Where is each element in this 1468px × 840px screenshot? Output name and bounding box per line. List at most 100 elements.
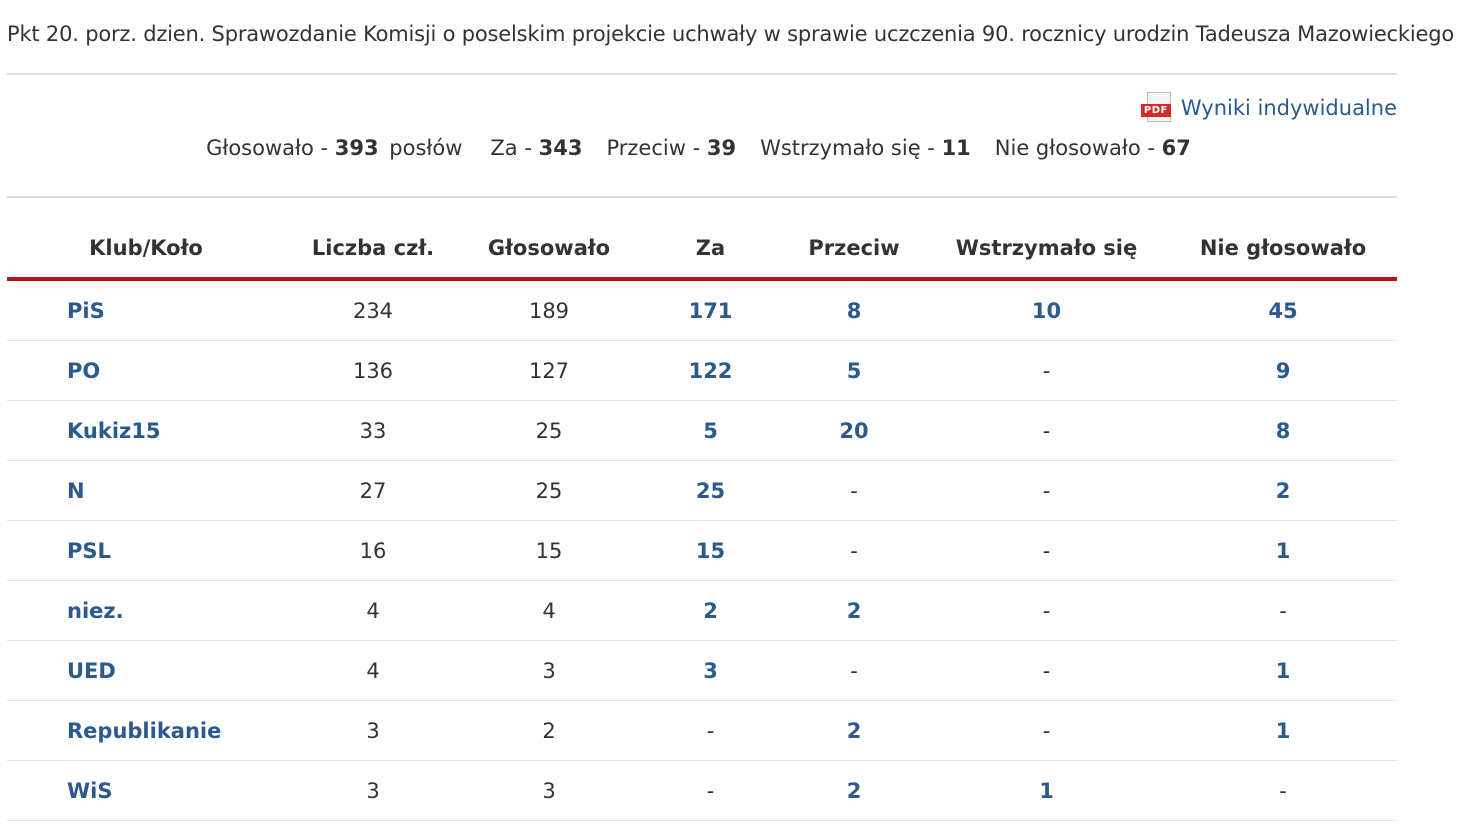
- summary-voted-value: 393: [334, 136, 379, 160]
- club-link[interactable]: PSL: [67, 538, 111, 563]
- divider-top: [7, 73, 1397, 75]
- header-members: Liczba czł.: [285, 218, 461, 281]
- cell-za: 25: [637, 460, 784, 521]
- cell-za: 3: [637, 640, 784, 701]
- empty-value: -: [706, 778, 715, 803]
- cell-przeciw: 2: [784, 700, 924, 761]
- summary-nie-label: Nie głosowało -: [994, 136, 1155, 160]
- summary-przeciw-label: Przeciw -: [606, 136, 701, 160]
- przeciw-count-link[interactable]: 2: [846, 778, 862, 803]
- przeciw-count-link[interactable]: 20: [839, 418, 869, 443]
- club-link[interactable]: PiS: [67, 298, 105, 323]
- table-body: PiS 234 189 171 8 10 45 PO 136 127 122 5-9 Kukiz15 33…: [7, 279, 1397, 821]
- header-wstrzymalo: Wstrzymało się: [924, 218, 1169, 281]
- nie-count-link[interactable]: 1: [1275, 658, 1291, 683]
- individual-results-label: Wyniki indywidualne: [1180, 96, 1397, 120]
- nie-count-link[interactable]: 9: [1275, 358, 1291, 383]
- club-link[interactable]: Kukiz15: [67, 418, 161, 443]
- cell-club: Kukiz15: [7, 400, 285, 461]
- nie-count-link[interactable]: 1: [1275, 718, 1291, 743]
- cell-voted: 25: [461, 400, 637, 461]
- cell-za: 2: [637, 580, 784, 641]
- table-row: UED 4 3 3- -1: [7, 640, 1397, 701]
- individual-results-pdf-link[interactable]: PDF Wyniki indywidualne: [1140, 92, 1397, 124]
- cell-members: 136: [285, 340, 461, 401]
- za-count-link[interactable]: 122: [688, 358, 733, 383]
- za-count-link[interactable]: 171: [688, 298, 733, 323]
- za-count-link[interactable]: 5: [703, 418, 718, 443]
- cell-voted: 3: [461, 760, 637, 821]
- przeciw-count-link[interactable]: 8: [846, 298, 862, 323]
- cell-przeciw: -: [784, 520, 924, 581]
- wstrzymalo-count-link[interactable]: 1: [1039, 778, 1054, 803]
- cell-members: 3: [285, 760, 461, 821]
- summary-voted-suffix: posłów: [389, 136, 463, 160]
- przeciw-count-link[interactable]: 2: [846, 598, 862, 623]
- header-voted: Głosowało: [461, 218, 637, 281]
- club-link[interactable]: Republikanie: [67, 718, 222, 743]
- nie-count-link[interactable]: 45: [1268, 298, 1298, 323]
- cell-club: PSL: [7, 520, 285, 581]
- cell-voted: 25: [461, 460, 637, 521]
- cell-members: 33: [285, 400, 461, 461]
- za-count-link[interactable]: 15: [695, 538, 726, 563]
- club-votes-table: Klub/Koło Liczba czł. Głosowało Za Przec…: [7, 218, 1397, 821]
- cell-members: 4: [285, 640, 461, 701]
- za-count-link[interactable]: 2: [703, 598, 718, 623]
- club-link[interactable]: N: [67, 478, 85, 503]
- empty-value: -: [1279, 778, 1287, 803]
- za-count-link[interactable]: 25: [695, 478, 726, 503]
- cell-przeciw: 5: [784, 340, 924, 401]
- przeciw-count-link[interactable]: 2: [846, 718, 862, 743]
- empty-value: -: [1042, 598, 1051, 623]
- cell-za: -: [637, 760, 784, 821]
- cell-members: 3: [285, 700, 461, 761]
- empty-value: -: [850, 538, 858, 563]
- club-link[interactable]: UED: [67, 658, 116, 683]
- summary-voted-label: Głosowało -: [206, 136, 329, 160]
- cell-nie: 8: [1169, 400, 1397, 461]
- club-link[interactable]: WiS: [67, 778, 113, 803]
- table-row: N 27 25 25- -2: [7, 460, 1397, 521]
- cell-club: N: [7, 460, 285, 521]
- cell-club: UED: [7, 640, 285, 701]
- cell-voted: 3: [461, 640, 637, 701]
- summary-przeciw-value: 39: [706, 136, 737, 160]
- cell-voted: 15: [461, 520, 637, 581]
- cell-za: 122: [637, 340, 784, 401]
- empty-value: -: [1042, 658, 1051, 683]
- club-link[interactable]: niez.: [67, 598, 124, 623]
- table-row: WiS 3 3 - 2 1 -: [7, 760, 1397, 821]
- cell-nie: 1: [1169, 640, 1397, 701]
- empty-value: -: [1042, 418, 1051, 443]
- cell-nie: -: [1169, 760, 1397, 821]
- empty-value: -: [1042, 538, 1051, 563]
- empty-value: -: [850, 658, 858, 683]
- page-heading: Pkt 20. porz. dzien. Sprawozdanie Komisj…: [7, 22, 1454, 46]
- cell-wstrzymalo: -: [924, 520, 1169, 581]
- table-row: Republikanie 3 2-2-1: [7, 700, 1397, 761]
- header-club: Klub/Koło: [7, 218, 285, 281]
- nie-count-link[interactable]: 2: [1275, 478, 1291, 503]
- cell-wstrzymalo: -: [924, 580, 1169, 641]
- header-przeciw: Przeciw: [784, 218, 924, 281]
- wstrzymalo-count-link[interactable]: 10: [1031, 298, 1062, 323]
- club-link[interactable]: PO: [67, 358, 101, 383]
- cell-przeciw: 20: [784, 400, 924, 461]
- table-row: PSL 16 15 15- -1: [7, 520, 1397, 581]
- cell-nie: 1: [1169, 520, 1397, 581]
- nie-count-link[interactable]: 1: [1275, 538, 1291, 563]
- summary-nie-value: 67: [1161, 136, 1191, 160]
- cell-voted: 4: [461, 580, 637, 641]
- przeciw-count-link[interactable]: 5: [846, 358, 862, 383]
- cell-przeciw: -: [784, 640, 924, 701]
- empty-value: -: [1042, 478, 1051, 503]
- za-count-link[interactable]: 3: [703, 658, 718, 683]
- cell-wstrzymalo: -: [924, 700, 1169, 761]
- cell-members: 16: [285, 520, 461, 581]
- summary-nie: Nie głosowało - 67: [995, 136, 1191, 160]
- cell-members: 4: [285, 580, 461, 641]
- summary-przeciw: Przeciw - 39: [606, 136, 736, 160]
- pdf-tag: PDF: [1140, 104, 1171, 117]
- nie-count-link[interactable]: 8: [1275, 418, 1291, 443]
